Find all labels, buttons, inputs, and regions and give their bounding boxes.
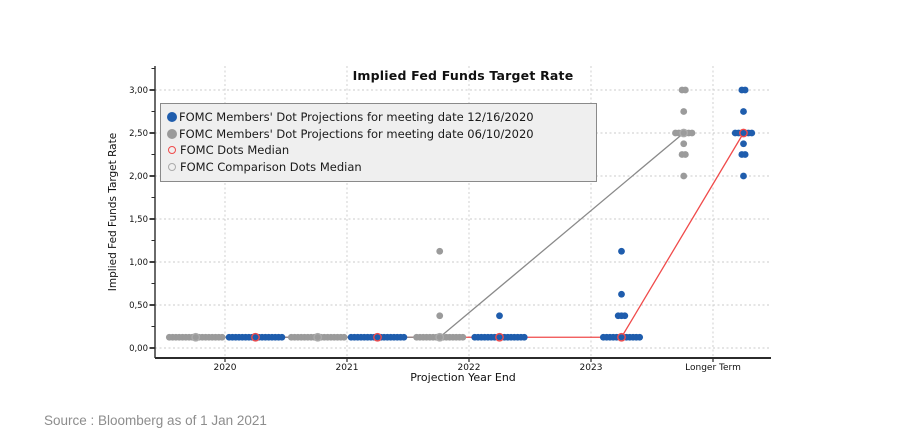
member-dot bbox=[681, 151, 689, 158]
member-dot bbox=[436, 312, 444, 320]
member-dot bbox=[740, 172, 747, 180]
member-dot bbox=[436, 247, 444, 255]
median-marker bbox=[313, 332, 323, 342]
legend-item-comparison-median: FOMC Comparison Dots Median bbox=[167, 159, 596, 176]
y-axis-title: Implied Fed Funds Target Rate bbox=[107, 132, 119, 292]
median-marker bbox=[435, 332, 445, 342]
median-marker bbox=[251, 332, 260, 342]
member-dot bbox=[400, 333, 408, 341]
member-dot bbox=[340, 333, 348, 341]
member-dot bbox=[459, 333, 467, 341]
y-tick-label: 2,50 bbox=[129, 129, 148, 139]
member-dot bbox=[621, 312, 629, 320]
member-dot bbox=[741, 86, 749, 94]
member-dot bbox=[618, 290, 625, 298]
member-dot bbox=[278, 333, 286, 341]
median-marker bbox=[191, 332, 201, 342]
legend-label: FOMC Comparison Dots Median bbox=[180, 159, 362, 174]
x-tick-label: 2022 bbox=[458, 363, 481, 373]
member-dot bbox=[680, 108, 688, 115]
chart-legend: FOMC Members' Dot Projections for meetin… bbox=[160, 103, 597, 182]
source-note: Source : Bloomberg as of 1 Jan 2021 bbox=[44, 413, 267, 428]
filled-dot-icon bbox=[167, 112, 177, 123]
y-tick-label: 3,00 bbox=[129, 86, 148, 96]
legend-label: FOMC Members' Dot Projections for meetin… bbox=[179, 126, 534, 141]
y-tick-label: 0,50 bbox=[129, 301, 148, 311]
member-dot bbox=[680, 140, 688, 148]
chart-title: Implied Fed Funds Target Rate bbox=[352, 68, 574, 83]
x-tick-label: Longer Term bbox=[685, 363, 741, 373]
member-dot bbox=[680, 172, 688, 180]
median-marker bbox=[495, 332, 504, 342]
y-tick-label: 1,50 bbox=[129, 215, 148, 225]
open-circle-icon bbox=[168, 146, 176, 155]
member-dot bbox=[748, 129, 756, 137]
x-axis-title: Projection Year End bbox=[410, 371, 516, 384]
x-tick-label: 2021 bbox=[336, 363, 359, 373]
member-dot bbox=[218, 333, 226, 341]
x-tick-label: 2023 bbox=[580, 363, 603, 373]
member-dot bbox=[636, 333, 644, 341]
median-marker bbox=[373, 332, 382, 342]
legend-label: FOMC Members' Dot Projections for meetin… bbox=[179, 110, 534, 125]
member-dot bbox=[688, 129, 696, 137]
legend-label: FOMC Dots Median bbox=[180, 143, 290, 158]
member-dot bbox=[740, 140, 747, 148]
open-circle-icon bbox=[168, 162, 176, 171]
legend-item-dots-median: FOMC Dots Median bbox=[167, 142, 596, 159]
y-tick-label: 2,00 bbox=[129, 172, 148, 182]
filled-dot-icon bbox=[167, 128, 177, 139]
member-dot bbox=[741, 151, 749, 158]
legend-item-current-dots: FOMC Members' Dot Projections for meetin… bbox=[167, 109, 596, 126]
member-dot bbox=[681, 86, 689, 94]
x-tick-label: 2020 bbox=[214, 363, 237, 373]
y-tick-label: 0,00 bbox=[129, 344, 148, 354]
y-tick-label: 1,00 bbox=[129, 258, 148, 268]
median-marker bbox=[617, 332, 626, 342]
median-marker bbox=[679, 128, 689, 138]
member-dot bbox=[496, 312, 503, 320]
member-dot bbox=[740, 108, 747, 115]
member-dot bbox=[618, 247, 625, 255]
median-marker bbox=[739, 128, 748, 138]
member-dot bbox=[520, 333, 528, 341]
legend-item-comparison-dots: FOMC Members' Dot Projections for meetin… bbox=[167, 126, 596, 143]
